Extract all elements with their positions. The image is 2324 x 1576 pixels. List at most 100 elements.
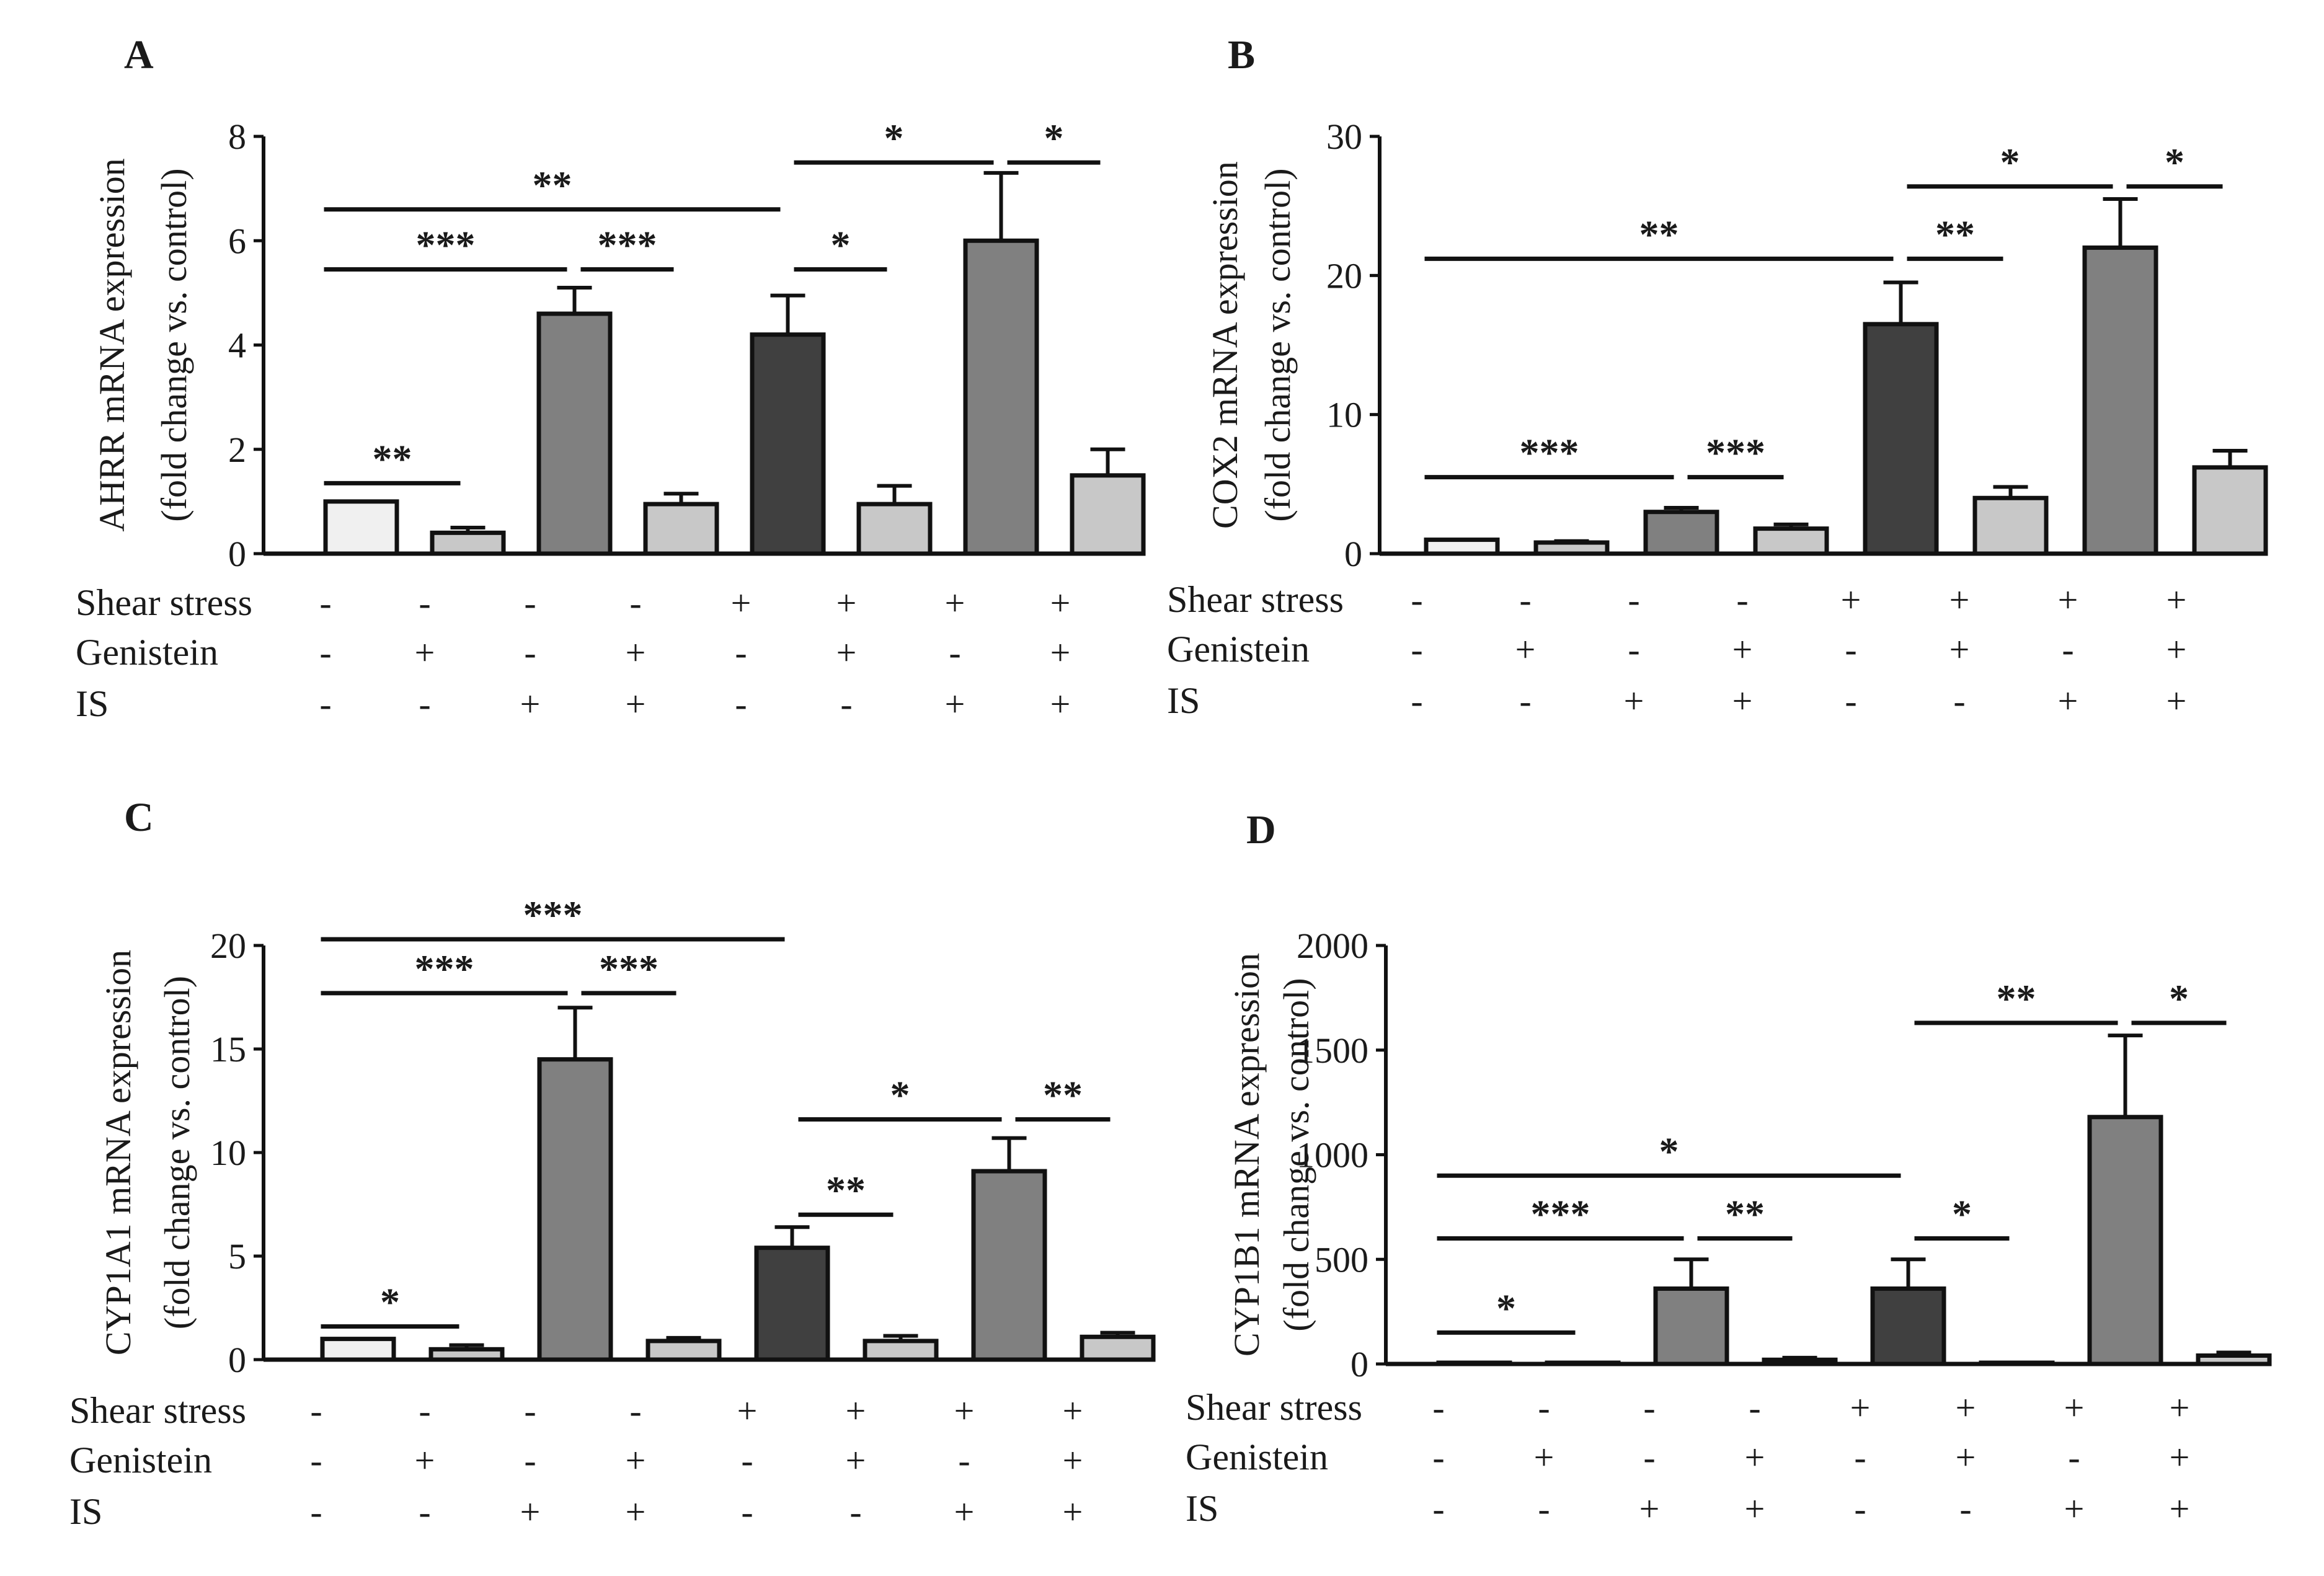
- significance-label: *: [1952, 1192, 1972, 1236]
- condition-symbol: +: [415, 632, 435, 673]
- condition-symbol: -: [310, 1440, 322, 1481]
- condition-row-label: Shear stress: [76, 582, 252, 623]
- significance-label: *: [2165, 140, 2184, 184]
- significance-label: *: [1044, 116, 1064, 160]
- y-tick-label: 15: [210, 1029, 246, 1069]
- y-tick-label: 0: [1344, 534, 1362, 574]
- condition-symbol: +: [520, 1492, 541, 1532]
- condition-symbol: +: [846, 1391, 866, 1431]
- condition-symbol: +: [954, 1391, 975, 1431]
- condition-symbol: -: [319, 583, 331, 623]
- significance-label: ***: [415, 947, 474, 991]
- bar: [1436, 1360, 1512, 1366]
- significance-label: ***: [598, 223, 657, 267]
- condition-symbol: +: [2058, 681, 2078, 721]
- condition-symbol: -: [1845, 681, 1856, 721]
- bar: [1753, 526, 1829, 556]
- bar: [536, 311, 613, 556]
- y-tick-label: 8: [228, 117, 246, 157]
- significance-label: *: [884, 116, 904, 160]
- bar: [1080, 1334, 1156, 1362]
- condition-symbol: +: [1050, 632, 1071, 673]
- condition-symbol: -: [1432, 1388, 1444, 1428]
- condition-symbol: +: [2064, 1489, 2085, 1529]
- condition-symbol: -: [1749, 1388, 1760, 1428]
- condition-symbol: +: [2170, 1388, 2190, 1428]
- condition-symbol: -: [1854, 1489, 1866, 1529]
- condition-symbol: -: [1643, 1437, 1655, 1477]
- condition-symbol: -: [2068, 1437, 2080, 1477]
- y-tick-label: 10: [210, 1133, 246, 1173]
- y-axis-sublabel: (fold change vs. control): [1257, 168, 1298, 521]
- significance-label: *: [380, 1280, 400, 1324]
- significance-label: **: [826, 1168, 866, 1212]
- condition-symbol: +: [415, 1440, 435, 1481]
- panel-a: A AHRR mRNA expression (fold change vs. co…: [76, 32, 1146, 724]
- condition-row-label: Genistein: [1167, 629, 1310, 670]
- bar: [320, 1337, 396, 1362]
- condition-symbol: -: [849, 1492, 861, 1532]
- condition-symbol: -: [310, 1391, 322, 1431]
- bar: [750, 332, 826, 556]
- significance-label: ***: [599, 947, 659, 991]
- bar: [2192, 465, 2268, 556]
- bar: [2196, 1353, 2272, 1366]
- bar: [1972, 495, 2049, 556]
- bar: [2082, 245, 2158, 556]
- condition-symbol: +: [626, 1492, 646, 1532]
- bar: [1070, 473, 1146, 556]
- condition-symbol: +: [2167, 580, 2187, 620]
- condition-symbol: +: [2064, 1388, 2085, 1428]
- condition-row-label: Genistein: [69, 1440, 212, 1481]
- y-tick-label: 1500: [1297, 1030, 1368, 1071]
- condition-symbol: -: [419, 684, 430, 724]
- condition-symbol: -: [735, 632, 747, 673]
- condition-symbol: +: [1949, 580, 1970, 620]
- condition-symbol: +: [836, 632, 857, 673]
- y-axis-sublabel: (fold change vs. control): [154, 168, 194, 521]
- y-axis-label: CYP1A1 mRNA expression: [98, 950, 138, 1355]
- condition-symbol: -: [1411, 681, 1422, 721]
- significance-label: **: [1725, 1192, 1765, 1236]
- panel-letter: A: [124, 32, 154, 77]
- condition-row-label: IS: [76, 683, 109, 724]
- bar: [323, 499, 399, 556]
- condition-symbol: +: [737, 1391, 758, 1431]
- condition-symbol: -: [310, 1492, 322, 1532]
- y-tick-label: 0: [228, 534, 246, 574]
- condition-row-label: Shear stress: [1167, 579, 1344, 620]
- significance-label: ***: [1520, 431, 1579, 475]
- y-tick-label: 20: [210, 926, 246, 966]
- y-tick-label: 20: [1326, 255, 1362, 296]
- significance-label: **: [1639, 212, 1679, 256]
- y-tick-label: 500: [1315, 1239, 1368, 1280]
- condition-symbol: -: [629, 1391, 641, 1431]
- condition-symbol: +: [2167, 681, 2187, 721]
- condition-symbol: -: [1411, 629, 1422, 670]
- condition-row-label: IS: [1186, 1488, 1218, 1529]
- condition-symbol: +: [1050, 583, 1071, 623]
- bar: [863, 1339, 939, 1362]
- condition-symbol: -: [949, 632, 960, 673]
- condition-symbol: +: [626, 632, 646, 673]
- condition-symbol: -: [1854, 1437, 1866, 1477]
- condition-symbol: +: [1534, 1437, 1555, 1477]
- significance-label: **: [1997, 976, 2036, 1020]
- y-tick-label: 5: [228, 1236, 246, 1277]
- condition-symbol: -: [1628, 629, 1639, 670]
- bar: [537, 1057, 613, 1362]
- y-axis-label: AHRR mRNA expression: [92, 158, 132, 532]
- condition-symbol: -: [419, 583, 430, 623]
- condition-symbol: -: [1538, 1388, 1550, 1428]
- condition-symbol: -: [958, 1440, 970, 1481]
- condition-symbol: -: [735, 684, 747, 724]
- condition-symbol: +: [1956, 1388, 1976, 1428]
- condition-symbol: +: [836, 583, 857, 623]
- condition-symbol: +: [626, 1440, 646, 1481]
- condition-symbol: -: [1643, 1388, 1655, 1428]
- condition-symbol: -: [419, 1391, 430, 1431]
- condition-symbol: +: [520, 684, 541, 724]
- significance-label: *: [1496, 1286, 1516, 1330]
- condition-symbol: +: [2058, 580, 2078, 620]
